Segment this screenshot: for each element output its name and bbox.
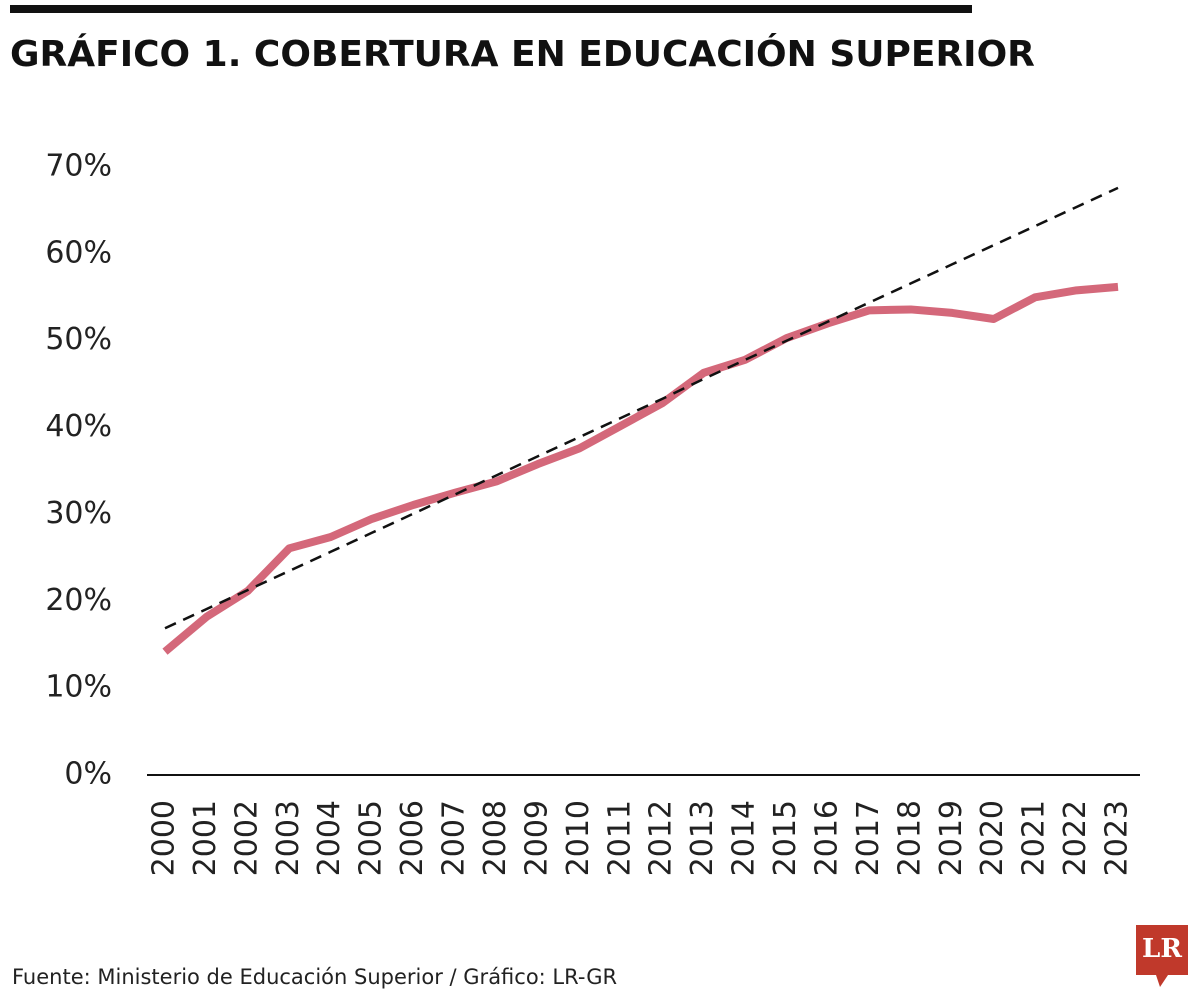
x-tick-label: 2008 — [478, 800, 513, 876]
y-tick-label: 40% — [45, 409, 112, 444]
y-tick-label: 70% — [45, 149, 112, 184]
x-tick-label: 2003 — [271, 800, 306, 876]
x-tick-label: 2001 — [188, 800, 223, 876]
series-line — [164, 186, 1119, 630]
x-tick-label: 2013 — [685, 800, 720, 876]
x-tick-label: 2011 — [602, 800, 637, 876]
x-tick-label: 2017 — [851, 800, 886, 876]
x-tick-label: 2020 — [975, 800, 1010, 876]
x-tick-label: 2022 — [1058, 800, 1093, 876]
chart-title: GRÁFICO 1. COBERTURA EN EDUCACIÓN SUPERI… — [10, 33, 1035, 75]
x-tick-label: 2016 — [809, 800, 844, 876]
x-tick-label: 2015 — [768, 800, 803, 876]
x-tick-label: 2000 — [147, 800, 182, 876]
x-tick-label: 2018 — [892, 800, 927, 876]
series-line — [162, 282, 1119, 655]
logo: LR — [1142, 934, 1182, 964]
x-tick-label: 2009 — [519, 800, 554, 876]
logo-box — [1136, 925, 1188, 987]
y-tick-label: 50% — [45, 322, 112, 357]
x-tick-label: 2005 — [354, 800, 389, 876]
x-tick-label: 2019 — [934, 800, 969, 876]
y-tick-label: 10% — [45, 670, 112, 705]
y-tick-label: 0% — [64, 757, 112, 792]
y-tick-label: 30% — [45, 496, 112, 531]
y-tick-label: 20% — [45, 583, 112, 618]
x-tick-label: 2010 — [561, 800, 596, 876]
x-tick-label: 2014 — [727, 800, 762, 876]
y-tick-label: 60% — [45, 235, 112, 270]
x-tick-label: 2021 — [1017, 800, 1052, 876]
x-tick-label: 2002 — [229, 800, 264, 876]
x-tick-label: 2023 — [1100, 800, 1135, 876]
x-tick-label: 2006 — [395, 800, 430, 876]
x-tick-label: 2007 — [437, 800, 472, 876]
x-tick-label: 2012 — [644, 800, 679, 876]
x-tick-label: 2004 — [312, 800, 347, 876]
source-note: Fuente: Ministerio de Educación Superior… — [12, 965, 617, 989]
top-bar — [10, 5, 972, 13]
